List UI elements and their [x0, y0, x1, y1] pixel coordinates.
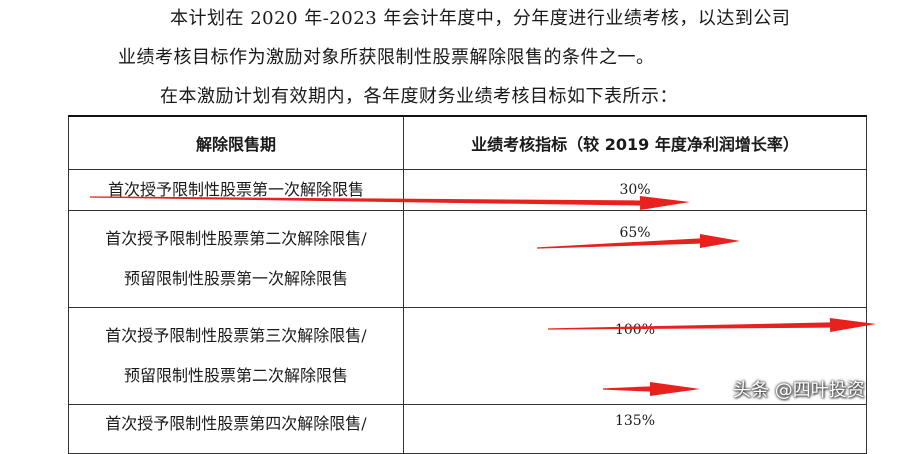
period-line: 首次授予限制性股票第四次解除限售/ [105, 414, 367, 433]
intro-line-2: 业绩考核目标作为激励对象所获限制性股票解除限售的条件之一。 [118, 47, 655, 68]
target-cell: 65% [403, 210, 867, 308]
table-row: 首次授予限制性股票第二次解除限售/ 预留限制性股票第一次解除限售 65% [68, 210, 867, 308]
period-line: 预留限制性股票第一次解除限售 [123, 269, 348, 288]
target-value: 100% [614, 322, 656, 338]
period-line: 首次授予限制性股票第一次解除限售 [107, 180, 364, 199]
period-line: 首次授予限制性股票第二次解除限售/ [105, 229, 367, 248]
table-row: 首次授予限制性股票第一次解除限售 30% [68, 169, 867, 211]
header-target: 业绩考核指标（较 2019 年度净利润增长率） [403, 116, 867, 170]
intro-line-3: 在本激励计划有效期内，各年度财务业绩考核目标如下表所示： [160, 86, 678, 107]
period-cell: 首次授予限制性股票第二次解除限售/ 预留限制性股票第一次解除限售 [68, 210, 404, 308]
target-cell: 30% [403, 169, 867, 211]
intro-line-1: 本计划在 2020 年-2023 年会计年度中，分年度进行业绩考核，以达到公司 [170, 8, 791, 29]
target-cell: 135% [403, 404, 867, 454]
target-value: 30% [619, 182, 651, 198]
period-cell: 首次授予限制性股票第一次解除限售 [68, 169, 404, 211]
header-period: 解除限售期 [68, 116, 404, 170]
table-row: 首次授予限制性股票第四次解除限售/ 135% [68, 404, 867, 454]
performance-target-table: 解除限售期 业绩考核指标（较 2019 年度净利润增长率） 首次授予限制性股票第… [68, 115, 867, 454]
target-value: 135% [614, 413, 656, 429]
period-line: 预留限制性股票第二次解除限售 [123, 366, 348, 385]
watermark: 头条 @四叶投资 [733, 380, 865, 401]
target-value: 65% [619, 225, 651, 241]
period-line: 首次授予限制性股票第三次解除限售/ [105, 326, 367, 345]
table-header-row: 解除限售期 业绩考核指标（较 2019 年度净利润增长率） [68, 116, 867, 170]
period-cell: 首次授予限制性股票第四次解除限售/ [68, 404, 404, 454]
period-cell: 首次授予限制性股票第三次解除限售/ 预留限制性股票第二次解除限售 [68, 307, 404, 405]
